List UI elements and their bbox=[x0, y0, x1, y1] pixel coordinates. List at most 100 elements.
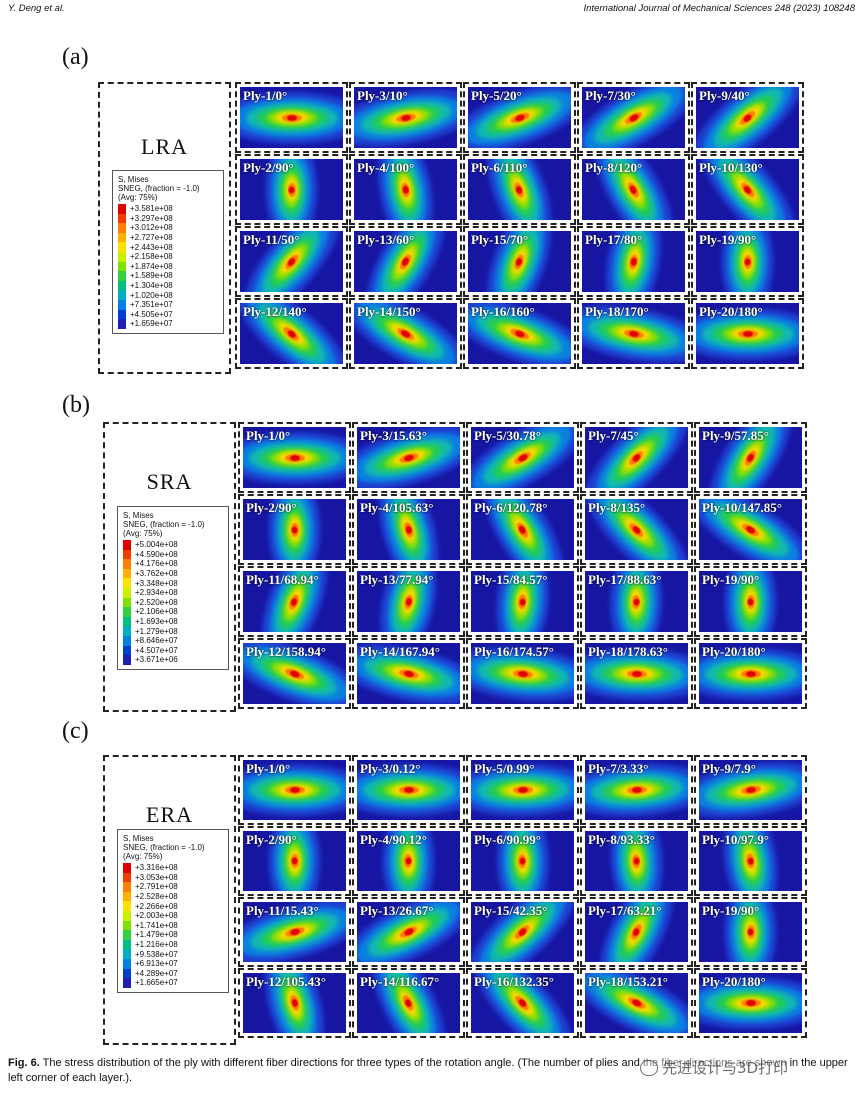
ply-label: Ply-8/135° bbox=[588, 500, 646, 515]
ply-cell: Ply-2/90° bbox=[238, 494, 351, 565]
ply-cell: Ply-14/150° bbox=[349, 298, 462, 369]
legend-value: +2.106e+08 bbox=[135, 607, 178, 617]
legend-swatch bbox=[123, 549, 131, 560]
ply-label: Ply-12/158.94° bbox=[246, 644, 326, 659]
legend-value: +7.351e+07 bbox=[130, 300, 173, 310]
ply-label: Ply-2/90° bbox=[246, 500, 297, 515]
ply-cell: Ply-17/80° bbox=[577, 226, 690, 297]
ply-cell: Ply-12/105.43° bbox=[238, 968, 351, 1038]
legend-swatch bbox=[123, 949, 131, 959]
legend-swatch bbox=[118, 242, 126, 252]
legend-row: +1.216e+08 bbox=[123, 939, 223, 950]
legend-header-title: S, Mises bbox=[123, 834, 154, 843]
ply-cell: Ply-2/90° bbox=[238, 826, 351, 896]
legend-swatch bbox=[123, 978, 131, 988]
legend-swatch bbox=[123, 901, 131, 911]
stress-contour-plot: Ply-8/93.33° bbox=[585, 831, 688, 891]
stress-contour-plot: Ply-7/45° bbox=[585, 427, 688, 488]
stress-contour-plot: Ply-6/110° bbox=[468, 159, 571, 220]
contour-band bbox=[401, 185, 410, 194]
stress-contour-plot: Ply-2/90° bbox=[240, 159, 343, 220]
ply-cell: Ply-18/170° bbox=[577, 298, 690, 369]
rotation-type-title: ERA bbox=[146, 802, 193, 827]
ply-cell: Ply-6/90.99° bbox=[466, 826, 579, 896]
stress-contour-plot: Ply-1/0° bbox=[243, 427, 346, 488]
legend-row: +3.012e+08 bbox=[118, 223, 218, 233]
legend-swatch bbox=[118, 213, 126, 224]
ply-label: Ply-20/180° bbox=[699, 304, 763, 319]
stress-contour-plot: Ply-7/3.33° bbox=[585, 760, 688, 820]
legend-value: +1.589e+08 bbox=[130, 271, 173, 281]
stress-contour-plot: Ply-16/160° bbox=[468, 303, 571, 364]
wechat-icon bbox=[640, 1059, 658, 1076]
ply-label: Ply-10/130° bbox=[699, 160, 763, 175]
legend-swatch bbox=[123, 635, 131, 646]
legend-row: +1.589e+08 bbox=[118, 271, 218, 281]
legend-swatch bbox=[123, 910, 131, 921]
stress-contour-plot: Ply-15/84.57° bbox=[471, 571, 574, 632]
ply-label: Ply-16/132.35° bbox=[474, 974, 554, 989]
panel-label: (b) bbox=[62, 392, 90, 418]
panel-label: (a) bbox=[62, 44, 89, 70]
ply-cell: Ply-20/180° bbox=[694, 968, 807, 1038]
legend-row: +2.934e+08 bbox=[123, 587, 223, 598]
ply-label: Ply-4/90.12° bbox=[360, 832, 427, 847]
ply-cell: Ply-6/120.78° bbox=[466, 494, 579, 565]
ply-label: Ply-17/80° bbox=[585, 232, 643, 247]
legend-value: +2.520e+08 bbox=[135, 597, 178, 607]
stress-contour-plot: Ply-5/20° bbox=[468, 87, 571, 148]
stress-contour-plot: Ply-19/90° bbox=[696, 231, 799, 292]
contour-band bbox=[405, 857, 412, 865]
stress-contour-plot: Ply-4/105.63° bbox=[357, 499, 460, 560]
contour-band bbox=[742, 330, 753, 337]
contour-band bbox=[747, 598, 754, 605]
legend-swatch bbox=[123, 939, 131, 950]
stress-contour-plot: Ply-18/178.63° bbox=[585, 643, 688, 704]
stress-contour-plot: Ply-1/0° bbox=[240, 87, 343, 148]
contour-band bbox=[291, 526, 298, 533]
legend-row: +1.279e+08 bbox=[123, 626, 223, 636]
ply-cell: Ply-20/180° bbox=[694, 638, 807, 709]
legend-value: +3.671e+06 bbox=[135, 655, 178, 665]
ply-cell: Ply-11/50° bbox=[235, 226, 348, 297]
ply-label: Ply-13/26.67° bbox=[360, 903, 434, 918]
legend-row: +1.741e+08 bbox=[123, 920, 223, 931]
contour-band bbox=[631, 670, 642, 677]
ply-label: Ply-6/110° bbox=[471, 160, 528, 175]
legend-header-avg: (Avg: 75%) bbox=[123, 852, 163, 861]
legend-value: +3.348e+08 bbox=[135, 578, 178, 588]
stress-contour-plot: Ply-20/180° bbox=[699, 973, 802, 1033]
stress-contour-plot: Ply-6/90.99° bbox=[471, 831, 574, 891]
contour-band bbox=[517, 786, 528, 794]
legend-header-sneg: SNEG, (fraction = -1.0) bbox=[123, 520, 205, 529]
legend-row: +4.507e+07 bbox=[123, 645, 223, 656]
ply-cell: Ply-3/0.12° bbox=[352, 755, 465, 825]
ply-label: Ply-1/0° bbox=[246, 428, 291, 443]
ply-label: Ply-15/70° bbox=[471, 232, 529, 247]
legend-row: +1.874e+08 bbox=[118, 261, 218, 272]
ply-label: Ply-3/15.63° bbox=[360, 428, 427, 443]
ply-label: Ply-19/90° bbox=[702, 903, 760, 918]
legend-row: +2.791e+08 bbox=[123, 882, 223, 892]
legend-row: +4.590e+08 bbox=[123, 549, 223, 560]
ply-label: Ply-17/88.63° bbox=[588, 572, 662, 587]
ply-label: Ply-14/150° bbox=[357, 304, 421, 319]
ply-label: Ply-11/50° bbox=[243, 232, 300, 247]
legend-row: +5.004e+08 bbox=[123, 540, 223, 550]
legend-value: +2.158e+08 bbox=[130, 252, 173, 262]
stress-contour-plot: Ply-4/90.12° bbox=[357, 831, 460, 891]
legend-swatch bbox=[123, 597, 131, 608]
ply-label: Ply-19/90° bbox=[699, 232, 757, 247]
ply-label: Ply-7/3.33° bbox=[588, 761, 649, 776]
legend-row: +2.266e+08 bbox=[123, 901, 223, 911]
stress-contour-plot: Ply-9/7.9° bbox=[699, 760, 802, 820]
legend-row: +3.762e+08 bbox=[123, 568, 223, 579]
ply-label: Ply-14/167.94° bbox=[360, 644, 440, 659]
ply-cell: Ply-1/0° bbox=[238, 422, 351, 493]
stress-contour-plot: Ply-5/0.99° bbox=[471, 760, 574, 820]
ply-cell: Ply-15/70° bbox=[463, 226, 576, 297]
ply-cell: Ply-18/178.63° bbox=[580, 638, 693, 709]
ply-cell: Ply-1/0° bbox=[235, 82, 348, 153]
ply-cell: Ply-10/97.9° bbox=[694, 826, 807, 896]
legend-row: +3.581e+08 bbox=[118, 204, 218, 214]
